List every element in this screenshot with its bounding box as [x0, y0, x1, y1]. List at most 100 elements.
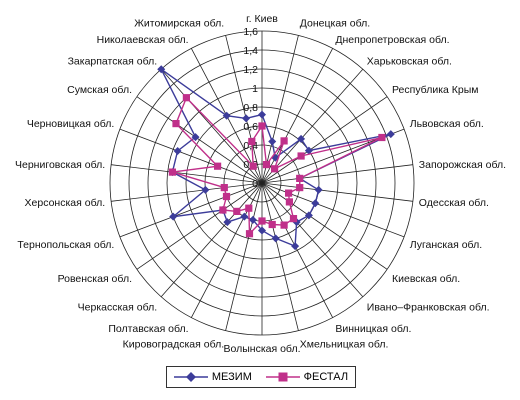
tick-label: 1,4 [243, 45, 258, 57]
category-labels: г. Киев Донецкая обл. Днепропетровская обл… [15, 13, 506, 355]
legend-label-festal: ФЕСТАЛ [303, 371, 349, 383]
grid-spoke [160, 68, 263, 184]
data-point [258, 122, 266, 130]
grid-spoke [261, 68, 364, 184]
category-label: Волынская обл. [223, 343, 300, 355]
data-point [258, 110, 266, 119]
data-point [271, 234, 280, 243]
grid-spoke [225, 35, 263, 184]
series-layer [157, 65, 395, 251]
grid-spoke [261, 35, 299, 184]
grid-spoke [111, 164, 263, 184]
data-point [285, 198, 293, 206]
data-point [289, 215, 298, 223]
data-point [297, 134, 306, 143]
data-point [182, 94, 190, 102]
grid-spoke [261, 182, 299, 331]
grid-spoke [136, 182, 263, 270]
data-point [168, 168, 176, 176]
radar-grid [109, 30, 415, 336]
legend-label-mezim: МЕЗИМ [211, 371, 252, 383]
category-label: Черновицкая обл. [27, 118, 114, 130]
legend-item-festal: ФЕСТАЛ [265, 371, 349, 383]
data-point [219, 206, 227, 214]
legend-item-mezim: МЕЗИМ [173, 371, 252, 383]
data-point [268, 137, 277, 146]
data-point [285, 189, 293, 197]
category-label: Винницкая обл. [335, 323, 411, 335]
data-point [245, 204, 253, 212]
data-point [311, 199, 320, 208]
category-label: Житомирская обл. [134, 18, 224, 30]
category-label: Запорожская обл. [419, 159, 506, 171]
category-label: Хмельницкая обл. [300, 338, 389, 350]
data-point [262, 161, 271, 169]
category-label: Харьковская обл. [367, 56, 452, 68]
data-point [173, 146, 182, 155]
data-point [214, 162, 222, 170]
grid-spoke [261, 96, 388, 184]
grid-spoke [225, 182, 263, 331]
data-point [258, 217, 266, 225]
data-point [220, 184, 228, 192]
legend-symbol-festal [265, 372, 300, 382]
category-label: Республика Крым [392, 84, 479, 96]
tick-label: 0,6 [243, 121, 258, 133]
category-label: Львовская обл. [410, 118, 484, 130]
category-label: Одесская обл. [419, 197, 489, 209]
category-label: Луганская обл. [410, 239, 482, 251]
data-point [245, 230, 254, 238]
data-point [240, 212, 249, 221]
data-point [248, 137, 256, 146]
tick-label: 1,6 [243, 26, 258, 38]
category-label: Ровенская обл. [58, 273, 132, 285]
data-point [258, 226, 266, 235]
data-point [249, 162, 257, 170]
grid-spoke [136, 96, 263, 184]
data-point [157, 65, 166, 74]
data-point [314, 185, 323, 194]
category-label: Донецкая обл. [300, 18, 370, 30]
data-point [386, 130, 395, 139]
grid-spoke [261, 182, 333, 318]
grid-spoke [261, 182, 388, 270]
data-point [280, 137, 288, 145]
grid-spoke [261, 48, 333, 184]
category-label: Николаевская обл. [97, 34, 189, 46]
category-label: Черкасская обл. [78, 301, 158, 313]
data-point [291, 242, 300, 251]
category-label: Днепропетровская обл. [335, 34, 449, 46]
category-label: Ивано–Франковская обл. [367, 301, 490, 313]
category-label: Кировоградская обл. [123, 338, 225, 350]
data-point [296, 184, 304, 192]
legend-symbol-mezim [173, 372, 208, 382]
grid-spoke [111, 182, 263, 202]
data-point [233, 207, 241, 215]
tick-label: 0 [252, 178, 258, 190]
data-point [242, 114, 251, 123]
data-point [280, 221, 288, 229]
category-label: Закарпатская обл. [68, 56, 158, 68]
tick-label: 1 [252, 83, 258, 95]
category-label: Черниговская обл. [15, 159, 105, 171]
grid-spoke [160, 182, 263, 298]
data-point [296, 174, 304, 182]
data-point [271, 165, 279, 173]
data-point [223, 218, 232, 227]
data-point [304, 146, 313, 155]
category-label: Киевская обл. [392, 273, 460, 285]
grid-spoke [261, 164, 413, 184]
data-point [201, 185, 210, 194]
grid-spoke [119, 182, 263, 238]
data-point [222, 111, 231, 120]
grid-spoke [119, 128, 263, 184]
tick-label: 0,8 [243, 102, 258, 114]
grid-spoke [261, 182, 413, 202]
category-label: Сумская обл. [67, 84, 132, 96]
data-point [169, 212, 178, 221]
data-point [378, 133, 386, 142]
category-label: г. Киев [246, 13, 278, 25]
data-point [172, 120, 180, 128]
data-point [222, 192, 231, 201]
